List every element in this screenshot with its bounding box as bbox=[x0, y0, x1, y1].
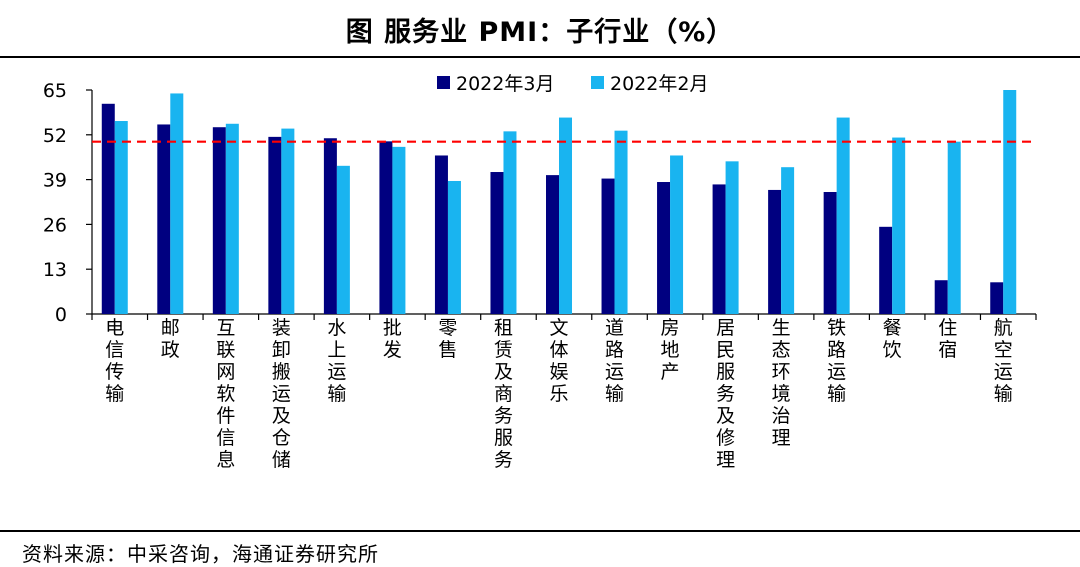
bar bbox=[601, 178, 615, 314]
category-label: 电信传输 bbox=[105, 317, 124, 405]
bar bbox=[490, 172, 504, 314]
bar bbox=[892, 137, 906, 314]
category-label: 批发 bbox=[383, 317, 402, 361]
y-tick-label: 26 bbox=[43, 214, 67, 236]
bar bbox=[101, 103, 115, 315]
category-label: 生态环境治理 bbox=[772, 317, 791, 449]
category-label: 房地产 bbox=[661, 317, 680, 383]
bar bbox=[212, 127, 226, 314]
bar bbox=[670, 155, 684, 314]
bar bbox=[114, 121, 128, 314]
category-label: 住宿 bbox=[938, 317, 957, 361]
category-label: 装卸搬运及仓储 bbox=[272, 317, 291, 471]
bar bbox=[657, 182, 671, 314]
bar bbox=[157, 124, 171, 314]
bar bbox=[934, 280, 948, 314]
legend-swatch bbox=[591, 76, 604, 89]
y-tick-label: 13 bbox=[43, 259, 67, 281]
legend-label: 2022年3月 bbox=[456, 73, 554, 95]
bar bbox=[712, 184, 726, 314]
bar bbox=[879, 226, 893, 314]
bar bbox=[823, 192, 837, 314]
footer-rule bbox=[0, 530, 1080, 532]
y-tick-label: 39 bbox=[43, 170, 67, 192]
bar bbox=[434, 155, 448, 314]
bar bbox=[281, 128, 295, 314]
bar bbox=[836, 117, 850, 314]
bar bbox=[614, 130, 628, 314]
bar bbox=[1003, 90, 1017, 314]
chart-title: 图 服务业 PMI：子行业（%） bbox=[345, 17, 735, 48]
bar bbox=[990, 282, 1004, 314]
category-label: 水上运输 bbox=[327, 317, 346, 405]
y-tick-label: 52 bbox=[43, 125, 67, 147]
bar bbox=[447, 180, 461, 314]
category-label: 航空运输 bbox=[994, 317, 1013, 405]
bar bbox=[170, 93, 184, 314]
y-tick-label: 0 bbox=[55, 304, 67, 326]
category-label: 铁路运输 bbox=[827, 317, 846, 405]
bar bbox=[559, 117, 573, 314]
category-label: 居民服务及修理 bbox=[716, 317, 735, 471]
y-tick-label: 65 bbox=[43, 80, 67, 102]
bar bbox=[503, 131, 517, 314]
bar bbox=[336, 165, 350, 314]
bar bbox=[768, 189, 782, 314]
bar bbox=[392, 146, 406, 314]
title-underline bbox=[0, 56, 1080, 58]
category-label: 邮政 bbox=[161, 317, 180, 361]
bar-chart: 0 13 26 39 52 65 电信传输 邮政 互联网软件信息 装卸搬运及仓储 水上运输 批发零售租… bbox=[43, 73, 1037, 471]
category-label: 餐饮 bbox=[883, 317, 902, 361]
bar bbox=[947, 141, 961, 314]
bar bbox=[323, 138, 337, 314]
source-note: 资料来源：中采咨询，海通证券研究所 bbox=[22, 542, 379, 566]
legend-swatch bbox=[437, 76, 450, 89]
bar bbox=[781, 167, 795, 314]
bar bbox=[725, 161, 739, 314]
bar bbox=[379, 141, 393, 314]
category-label: 零售 bbox=[438, 317, 457, 361]
bar bbox=[225, 123, 239, 314]
bar bbox=[546, 175, 560, 314]
bar bbox=[268, 136, 282, 314]
category-label: 租赁及商务服务 bbox=[494, 317, 513, 471]
category-label: 互联网软件信息 bbox=[216, 317, 235, 471]
category-label: 道路运输 bbox=[605, 317, 624, 405]
category-label: 文体娱乐 bbox=[549, 317, 568, 405]
legend-label: 2022年2月 bbox=[610, 73, 708, 95]
